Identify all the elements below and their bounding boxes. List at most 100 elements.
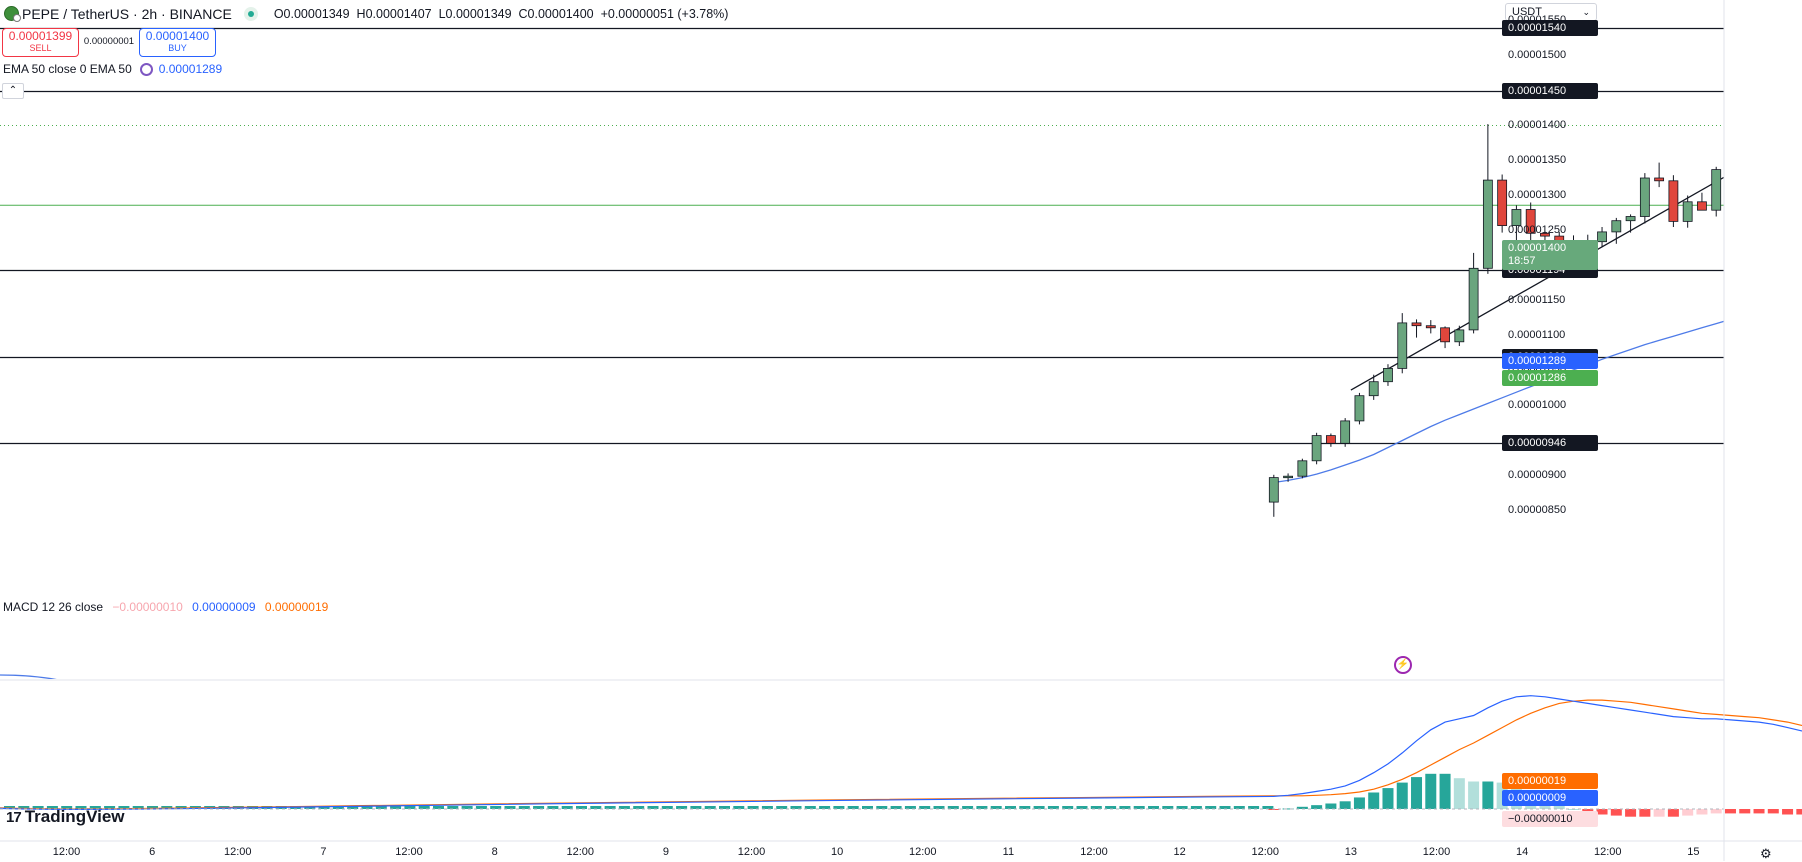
macd-histogram-bar xyxy=(1553,804,1565,809)
ohlc-values: O0.00001349 H0.00001407 L0.00001349 C0.0… xyxy=(274,7,729,21)
logo-text: TradingView xyxy=(24,807,125,826)
candle-body xyxy=(1755,151,1764,165)
macd-histogram-bar xyxy=(1296,806,1308,809)
macd-line-badge: 0.00000009 xyxy=(1502,790,1598,806)
price-tick-label: 0.00000900 xyxy=(1508,468,1567,481)
symbol-header: PEPE / TetherUS · 2h · BINANCE O0.000013… xyxy=(0,4,728,24)
macd-histogram-bar xyxy=(1090,806,1102,809)
macd-histogram-bar xyxy=(132,806,144,809)
macd-hist-value: −0.00000010 xyxy=(112,600,183,614)
candle-body xyxy=(1797,198,1802,200)
time-tick-label: 12:00 xyxy=(223,846,252,858)
tv-logo-icon: 17 xyxy=(6,808,22,826)
candle-body xyxy=(1783,198,1792,200)
macd-histogram-bar xyxy=(1105,806,1117,809)
macd-signal-value: 0.00000019 xyxy=(264,600,329,614)
candle-body xyxy=(1654,177,1665,182)
macd-histogram-bar xyxy=(690,806,702,809)
macd-legend[interactable]: MACD 12 26 close −0.00000010 0.00000009 … xyxy=(3,600,328,614)
time-tick-label: 9 xyxy=(662,846,669,858)
time-tick-label: 15 xyxy=(1687,846,1700,858)
candle-body xyxy=(1368,381,1379,397)
macd-histogram-bar xyxy=(1033,806,1045,809)
macd-histogram-bar xyxy=(1439,773,1451,809)
candle-body xyxy=(1711,169,1722,211)
time-tick-label: 12:00 xyxy=(1080,846,1108,858)
macd-histogram-bar xyxy=(104,806,116,809)
macd-histogram-bar xyxy=(962,806,974,809)
price-tick-label: 0.00000850 xyxy=(1508,503,1567,516)
macd-histogram-bar xyxy=(1767,809,1779,814)
sell-button[interactable]: 0.00001399 SELL xyxy=(2,28,79,57)
symbol-title[interactable]: PEPE / TetherUS · 2h · BINANCE xyxy=(22,6,232,22)
level-price-badge: 0.00001540 xyxy=(1502,20,1598,36)
macd-histogram-bar xyxy=(647,806,659,809)
macd-histogram-bar xyxy=(661,806,673,809)
ema-line-history xyxy=(0,674,57,679)
macd-histogram-bar xyxy=(604,806,616,809)
buy-button[interactable]: 0.00001400 BUY xyxy=(139,28,216,57)
level-price-badge: 0.00001450 xyxy=(1502,83,1598,99)
macd-histogram-bar xyxy=(1119,806,1131,809)
ema-legend[interactable]: EMA 50 close 0 EMA 50 0.00001289 xyxy=(3,62,222,76)
refresh-icon[interactable] xyxy=(139,62,153,76)
macd-histogram-bar xyxy=(1468,781,1480,809)
macd-histogram-bar xyxy=(1682,809,1694,816)
macd-line-value: 0.00000009 xyxy=(192,600,256,614)
price-tick-label: 0.00001400 xyxy=(1508,118,1567,131)
macd-histogram-bar xyxy=(833,806,845,809)
macd-histogram-bar xyxy=(1425,773,1437,809)
time-tick-label: 6 xyxy=(149,846,156,858)
candle-body xyxy=(1625,216,1636,222)
macd-histogram-bar xyxy=(761,806,773,809)
macd-histogram-bar xyxy=(904,806,916,809)
macd-histogram-bar xyxy=(1667,809,1679,817)
macd-histogram-bar xyxy=(1176,806,1188,809)
lightning-icon[interactable]: ⚡ xyxy=(1394,656,1412,674)
candle-body xyxy=(1769,151,1778,199)
candle-body xyxy=(1511,209,1522,227)
time-tick-label: 12:00 xyxy=(1593,846,1622,858)
macd-histogram-bar xyxy=(1596,809,1608,815)
candle-body xyxy=(1611,220,1622,233)
ema-legend-value: 0.00001289 xyxy=(158,62,223,76)
time-tick-label: 12:00 xyxy=(737,846,766,858)
time-tick-label: 11 xyxy=(1002,846,1015,858)
ema-legend-label: EMA 50 close 0 EMA 50 xyxy=(3,62,132,76)
trend-line[interactable] xyxy=(1350,176,1724,391)
macd-histogram-bar xyxy=(676,806,688,809)
candle-body xyxy=(1425,325,1436,329)
macd-histogram-bar xyxy=(1482,781,1494,809)
candle-body xyxy=(1411,322,1422,327)
price-tick-label: 0.00001150 xyxy=(1508,293,1566,306)
candle-body xyxy=(1383,367,1393,383)
time-tick-label: 12 xyxy=(1173,846,1186,858)
macd-histogram-bar xyxy=(704,806,716,809)
time-tick-label: 14 xyxy=(1516,846,1529,858)
price-tick-label: 0.00001500 xyxy=(1508,48,1567,61)
macd-histogram-bar xyxy=(1219,806,1231,809)
macd-histogram-bar xyxy=(1190,806,1202,809)
macd-histogram-bar xyxy=(1724,809,1736,814)
chevron-up-icon[interactable]: ⌃ xyxy=(2,83,24,99)
macd-histogram-bar xyxy=(1062,806,1074,809)
candle-body xyxy=(1454,329,1465,343)
macd-signal-badge: 0.00000019 xyxy=(1502,773,1598,789)
candle-body xyxy=(1325,435,1336,444)
time-tick-label: 7 xyxy=(320,846,327,858)
macd-histogram-bar xyxy=(1782,809,1794,815)
macd-histogram-bar xyxy=(1582,809,1594,813)
time-tick-label: 8 xyxy=(491,846,498,858)
macd-histogram-bar xyxy=(118,806,130,809)
macd-histogram-bar xyxy=(847,806,859,809)
price-tick-label: 0.00001300 xyxy=(1508,188,1567,201)
time-tick-label: 12:00 xyxy=(1251,846,1280,858)
gear-icon[interactable]: ⚙ xyxy=(1760,846,1772,861)
candle-body xyxy=(1597,231,1607,243)
macd-histogram-bar xyxy=(1610,809,1622,816)
macd-histogram-bar xyxy=(947,806,959,809)
support-price-badge: 0.00001286 xyxy=(1502,370,1598,386)
macd-histogram-bar xyxy=(804,806,816,809)
tradingview-logo[interactable]: 17 TradingView xyxy=(6,807,125,827)
